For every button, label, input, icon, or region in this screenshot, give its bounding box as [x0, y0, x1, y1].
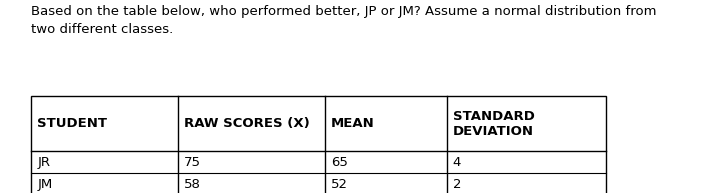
- Text: STANDARD
DEVIATION: STANDARD DEVIATION: [453, 110, 535, 138]
- Text: 4: 4: [453, 156, 462, 168]
- Text: 52: 52: [331, 178, 348, 191]
- Text: MEAN: MEAN: [331, 117, 375, 130]
- Bar: [31, 96, 606, 193]
- Text: 75: 75: [184, 156, 202, 168]
- Text: 65: 65: [331, 156, 348, 168]
- Text: JR: JR: [37, 156, 50, 168]
- Text: RAW SCORES (X): RAW SCORES (X): [184, 117, 310, 130]
- Text: Based on the table below, who performed better, JP or JM? Assume a normal distri: Based on the table below, who performed …: [31, 5, 657, 36]
- Text: STUDENT: STUDENT: [37, 117, 107, 130]
- Text: JM: JM: [37, 178, 53, 191]
- Text: 2: 2: [453, 178, 462, 191]
- Text: 58: 58: [184, 178, 201, 191]
